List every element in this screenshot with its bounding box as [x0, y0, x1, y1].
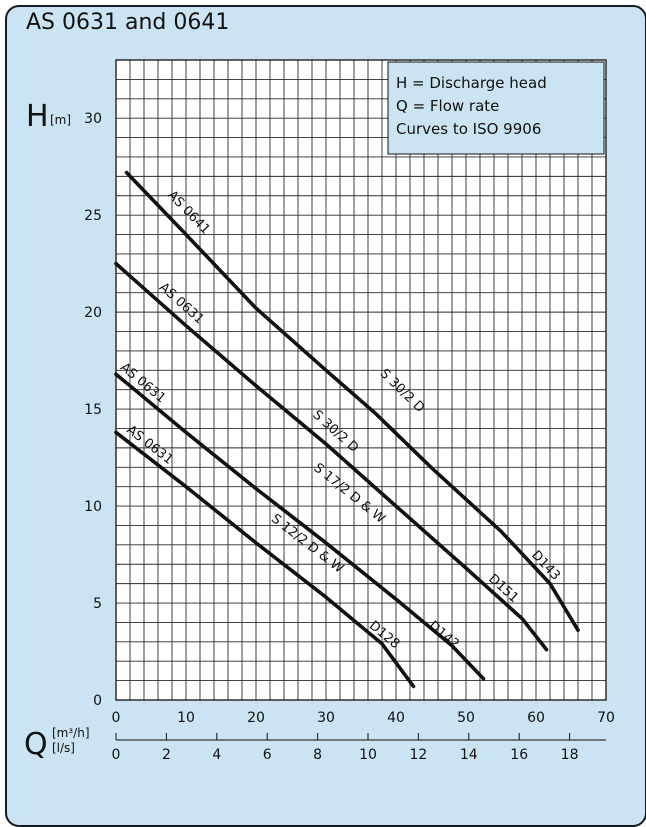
x-tick-label-ls: 12	[409, 747, 427, 763]
y-tick-label: 5	[93, 596, 102, 612]
x-tick-label-ls: 6	[263, 747, 272, 763]
x-tick-label-m3h: 20	[247, 710, 265, 726]
x-tick-label-ls: 18	[561, 747, 579, 763]
x-tick-label-m3h: 70	[597, 710, 615, 726]
x-axis-unit-primary: [m³/h]	[52, 726, 90, 740]
x-tick-label-ls: 14	[460, 747, 478, 763]
x-tick-label-ls: 10	[359, 747, 377, 763]
legend-entry: Curves to ISO 9906	[396, 120, 541, 138]
y-tick-label: 25	[84, 208, 102, 224]
x-tick-label-m3h: 50	[457, 710, 475, 726]
x-tick-label-ls: 16	[510, 747, 528, 763]
pump-curve	[114, 372, 486, 681]
y-tick-label: 20	[84, 305, 102, 321]
x-tick-label-ls: 8	[313, 747, 322, 763]
x-tick-label-m3h: 10	[177, 710, 195, 726]
axes: 0 5 10 15 20 25 30 H [m] 0 10 20 30 40 50 60 70 0 2 4 6 8 10 12…	[24, 99, 615, 763]
legend: H = Discharge head Q = Flow rate Curves to…	[387, 61, 605, 155]
y-tick-label: 15	[84, 402, 102, 418]
pump-curve	[124, 170, 580, 633]
y-axis-label: H	[26, 99, 49, 134]
x-tick-label-ls: 2	[162, 747, 171, 763]
x-tick-label-ls: 4	[212, 747, 221, 763]
x-tick-label-m3h: 40	[387, 710, 405, 726]
pump-curve	[114, 430, 416, 689]
x-tick-label-m3h: 30	[317, 710, 335, 726]
legend-box	[387, 61, 605, 155]
legend-entry: Q = Flow rate	[396, 97, 499, 115]
legend-entry: H = Discharge head	[396, 74, 547, 92]
grid	[115, 59, 607, 701]
y-tick-label: 10	[84, 499, 102, 515]
plot-background	[116, 60, 606, 700]
y-axis-unit: [m]	[50, 113, 71, 127]
pump-curve	[114, 261, 549, 652]
y-tick-label: 30	[84, 111, 102, 127]
x-axis-unit-secondary: [l/s]	[52, 741, 75, 755]
chart-title: AS 0631 and 0641	[26, 10, 230, 35]
x-tick-label-m3h: 0	[112, 710, 121, 726]
x-axis-label: Q	[24, 727, 48, 762]
y-tick-label: 0	[93, 693, 102, 709]
plot-frame	[115, 59, 607, 701]
x-tick-label-ls: 0	[112, 747, 121, 763]
x-tick-label-m3h: 60	[527, 710, 545, 726]
plot-area	[116, 60, 606, 700]
